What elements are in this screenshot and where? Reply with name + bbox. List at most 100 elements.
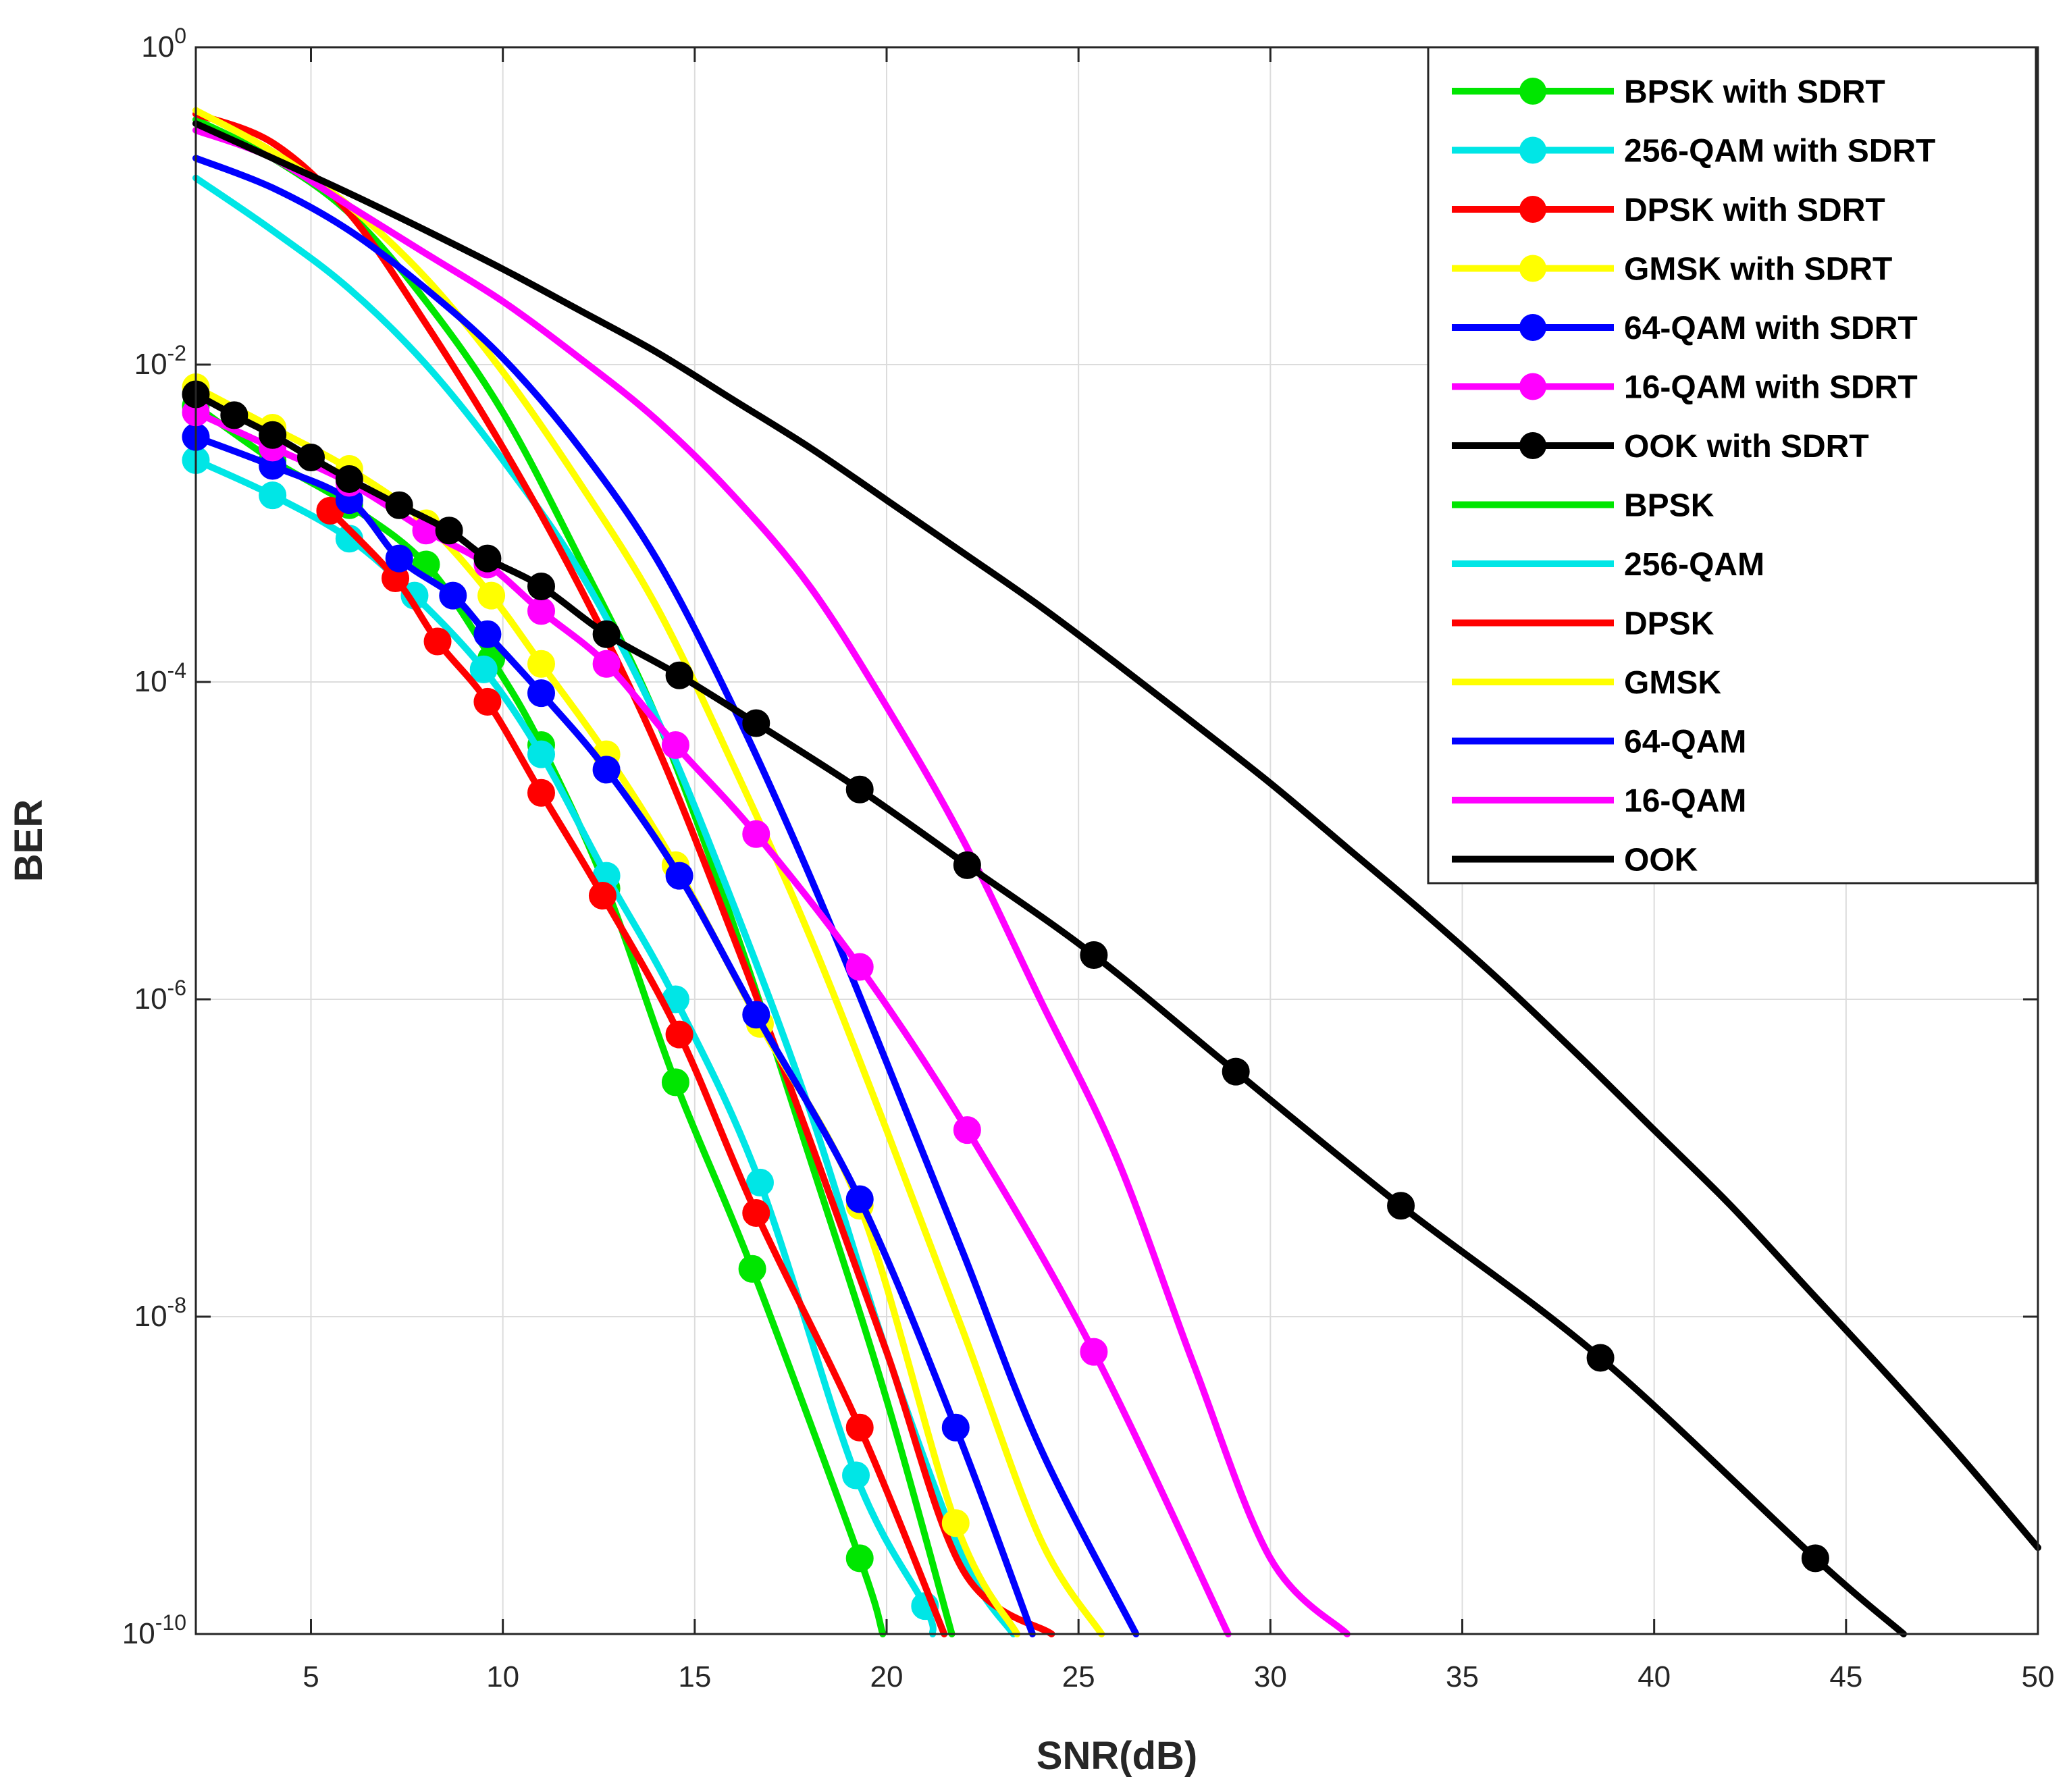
legend-entry-dpsk-with-sdrt: DPSK with SDRT xyxy=(1452,192,1885,228)
legend-label: OOK with SDRT xyxy=(1624,429,1869,465)
data-point-ook-with-sdrt xyxy=(592,620,621,648)
y-tick-label: 10-2 xyxy=(134,341,186,381)
legend-label: 16-QAM xyxy=(1624,783,1746,819)
legend-entry-ook-with-sdrt: OOK with SDRT xyxy=(1452,429,1869,465)
legend-label: BPSK xyxy=(1624,488,1714,524)
data-point-ook-with-sdrt xyxy=(527,573,555,601)
data-point-64-qam-with-sdrt xyxy=(742,1001,770,1029)
data-point-ook-with-sdrt xyxy=(220,401,248,429)
data-point-16-qam-with-sdrt xyxy=(592,650,621,678)
x-axis-label: SNR(dB) xyxy=(1037,1734,1197,1778)
data-point-16-qam-with-sdrt xyxy=(953,1116,981,1144)
series-64-qam xyxy=(192,155,1140,1637)
data-point-ook-with-sdrt xyxy=(473,544,502,573)
legend-swatch-marker xyxy=(1519,314,1546,341)
data-point-ook-with-sdrt xyxy=(1222,1057,1250,1086)
legend-swatch-marker xyxy=(1519,373,1546,400)
data-point-64-qam-with-sdrt xyxy=(845,1185,874,1213)
series-layer xyxy=(182,107,2041,1637)
data-point-ook-with-sdrt xyxy=(665,661,693,689)
data-point-256-qam-with-sdrt xyxy=(527,740,555,768)
data-point-64-qam-with-sdrt xyxy=(473,620,502,648)
legend-swatch-marker xyxy=(1519,136,1546,164)
x-tick-label: 35 xyxy=(1446,1660,1479,1693)
legend-entry-16-qam-with-sdrt: 16-QAM with SDRT xyxy=(1452,370,1918,406)
legend-label: 256-QAM with SDRT xyxy=(1624,134,1935,169)
y-tick-base: 10 xyxy=(134,665,167,698)
x-tick-label: 25 xyxy=(1062,1660,1095,1693)
data-point-ook-with-sdrt xyxy=(1080,941,1108,969)
y-tick-label: 100 xyxy=(141,24,186,63)
data-point-16-qam-with-sdrt xyxy=(661,731,689,760)
legend-entry-gmsk-with-sdrt: GMSK with SDRT xyxy=(1452,252,1892,288)
y-tick-base: 10 xyxy=(141,30,174,63)
x-tick-label: 40 xyxy=(1638,1660,1671,1693)
legend-entry-dpsk: DPSK xyxy=(1452,606,1714,642)
data-point-ook-with-sdrt xyxy=(385,491,413,519)
y-tick-label: 10-8 xyxy=(134,1293,186,1333)
data-point-64-qam-with-sdrt xyxy=(527,679,555,708)
data-point-bpsk-with-sdrt xyxy=(661,1068,689,1097)
series-line-gmsk xyxy=(192,107,1105,1637)
y-tick-label: 10-10 xyxy=(122,1610,186,1650)
data-point-ook-with-sdrt xyxy=(259,421,287,449)
data-point-16-qam-with-sdrt xyxy=(742,820,770,848)
data-point-dpsk-with-sdrt xyxy=(473,687,502,716)
x-tick-labels: 5 10 15 20 25 30 35 40 45 50 xyxy=(303,1660,2054,1693)
data-point-256-qam-with-sdrt xyxy=(469,655,498,683)
data-point-ook-with-sdrt xyxy=(1387,1192,1415,1220)
series-line-16-qam xyxy=(192,126,1351,1637)
data-point-256-qam-with-sdrt xyxy=(842,1461,870,1490)
data-point-ook-with-sdrt xyxy=(953,851,981,879)
data-point-64-qam-with-sdrt xyxy=(385,544,413,573)
legend-swatch-marker xyxy=(1519,432,1546,459)
data-point-256-qam-with-sdrt xyxy=(259,481,287,510)
y-tick-exponent: -4 xyxy=(167,658,186,683)
legend-entry-bpsk: BPSK xyxy=(1452,488,1714,524)
data-point-dpsk-with-sdrt xyxy=(665,1020,693,1049)
data-point-dpsk-with-sdrt xyxy=(423,627,452,656)
x-tick-label: 10 xyxy=(486,1660,519,1693)
data-point-64-qam-with-sdrt xyxy=(592,756,621,784)
x-tick-label: 5 xyxy=(303,1660,319,1693)
legend-label: 256-QAM xyxy=(1624,547,1764,583)
legend: BPSK with SDRT 256-QAM with SDRT DPSK with… xyxy=(1427,46,2037,885)
y-tick-label: 10-4 xyxy=(134,658,186,698)
data-point-64-qam-with-sdrt xyxy=(665,862,693,890)
data-point-gmsk-with-sdrt xyxy=(527,650,555,678)
x-tick-label: 50 xyxy=(2022,1660,2055,1693)
data-point-dpsk-with-sdrt xyxy=(742,1198,770,1227)
legend-label: GMSK xyxy=(1624,665,1721,701)
data-point-64-qam-with-sdrt xyxy=(439,581,467,610)
y-tick-base: 10 xyxy=(134,1300,167,1333)
series-line-ook xyxy=(192,120,2041,1552)
data-point-ook-with-sdrt xyxy=(435,517,463,545)
data-point-256-qam-with-sdrt xyxy=(745,1168,774,1196)
data-point-gmsk-with-sdrt xyxy=(477,581,506,610)
y-tick-exponent: 0 xyxy=(174,24,186,48)
series-ook-with-sdrt xyxy=(182,380,1908,1637)
data-point-16-qam-with-sdrt xyxy=(845,953,874,981)
data-point-bpsk-with-sdrt xyxy=(738,1255,766,1283)
series-ook xyxy=(192,120,2041,1552)
data-point-gmsk-with-sdrt xyxy=(941,1509,970,1537)
y-axis-label: BER xyxy=(7,799,51,882)
data-point-16-qam-with-sdrt xyxy=(1080,1338,1108,1366)
x-tick-label: 30 xyxy=(1254,1660,1287,1693)
data-point-ook-with-sdrt xyxy=(845,775,874,803)
y-tick-base: 10 xyxy=(134,982,167,1016)
legend-swatch-marker xyxy=(1519,78,1546,105)
data-point-dpsk-with-sdrt xyxy=(527,779,555,807)
legend-swatch-marker xyxy=(1519,255,1546,282)
plot-frame xyxy=(194,46,2039,1635)
legend-entry-256-qam-with-sdrt: 256-QAM with SDRT xyxy=(1452,134,1935,169)
y-tick-exponent: -10 xyxy=(155,1610,186,1635)
legend-label: 64-QAM with SDRT xyxy=(1624,311,1918,346)
series-line-64-qam xyxy=(192,155,1140,1637)
x-tick-label: 45 xyxy=(1829,1660,1862,1693)
y-tick-exponent: -8 xyxy=(167,1293,186,1317)
legend-entry-bpsk-with-sdrt: BPSK with SDRT xyxy=(1452,74,1885,110)
legend-entry-16-qam: 16-QAM xyxy=(1452,783,1746,819)
